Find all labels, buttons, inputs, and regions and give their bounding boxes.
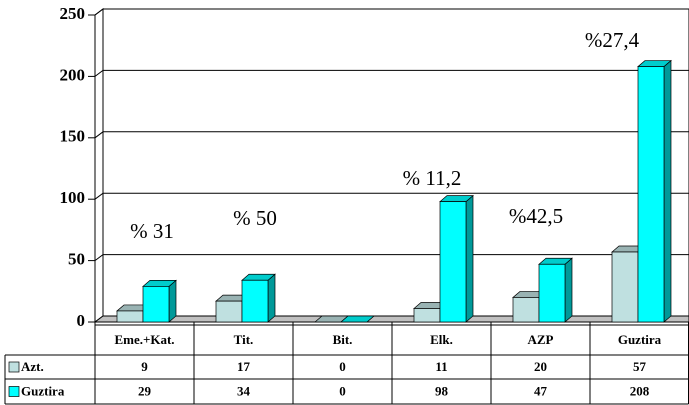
table-value: 57 [633,359,647,374]
bar [413,308,441,323]
x-tick-label: AZP [528,332,554,347]
y-tick-label: 150 [60,127,86,146]
x-tick-label: Bit. [333,332,353,347]
x-tick-label: Elk. [430,332,453,347]
back-wall [102,8,689,317]
bar-top [340,315,375,323]
table-value: 17 [237,359,251,374]
x-tick-label: Tit. [234,332,254,347]
table-value: 47 [534,383,548,398]
bar [512,297,540,323]
legend-swatch [8,361,20,373]
bar [241,279,269,323]
bar-side [168,279,177,323]
bar [116,310,144,323]
bar [439,201,467,323]
table-value: 0 [339,383,346,398]
annotation: %42,5 [509,204,563,228]
annotation: %27,4 [585,28,640,52]
bar [611,251,639,323]
table-value: 208 [630,383,650,398]
annotation: % 11,2 [403,166,462,190]
table-value: 20 [534,359,547,374]
grid-line [94,8,689,16]
annotation: % 31 [130,219,174,243]
grid-line [94,192,689,200]
legend-label: Guztira [21,383,65,398]
bar-side [564,257,573,323]
x-tick-label: Guztira [618,332,662,347]
bar [142,286,170,323]
x-tick-label: Eme.+Kat. [114,332,174,347]
legend-swatch [8,386,20,397]
legend-label: Azt. [21,359,44,374]
bar-side [465,194,474,323]
floor [93,315,689,323]
bar-side [267,273,276,323]
grid-line [94,254,689,262]
bar [538,263,566,323]
table-value: 34 [237,383,251,398]
bar-side [663,59,672,323]
side-wall [94,8,104,323]
y-tick-label: 50 [68,250,85,269]
grid-line [94,69,689,77]
bar [215,300,243,323]
table-value: 11 [435,359,447,374]
table-value: 9 [141,359,148,374]
table-value: 98 [435,383,449,398]
y-tick-label: 250 [60,4,86,23]
grid-line [94,131,689,139]
y-tick-label: 200 [60,65,86,84]
table-value: 0 [339,359,346,374]
annotation: % 50 [233,206,277,230]
table-value: 29 [138,383,152,398]
y-tick-label: 100 [60,188,86,207]
bar [637,66,665,323]
y-tick-label: 0 [77,311,86,330]
